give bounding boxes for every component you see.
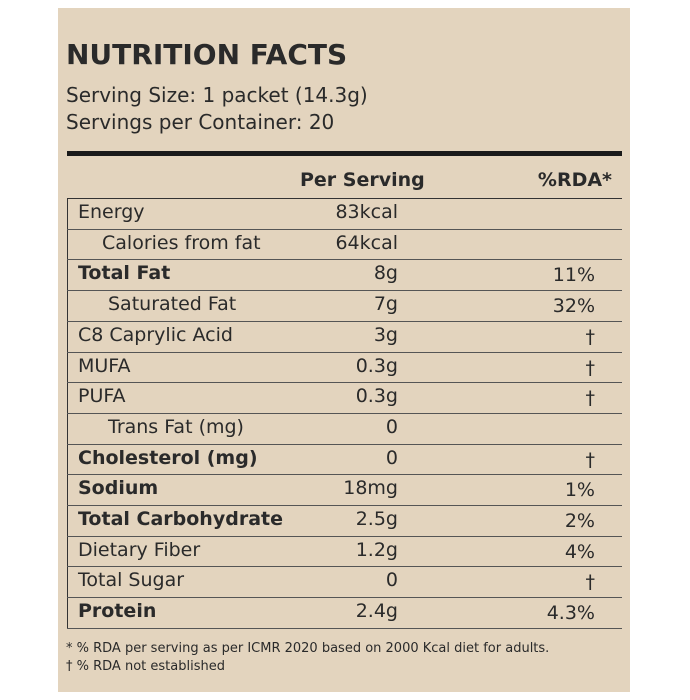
- column-header: %RDA*: [537, 169, 612, 191]
- row-rule: [67, 535, 622, 537]
- per-serving: 0: [385, 569, 398, 592]
- nutrient-name: Total Fat: [78, 262, 171, 285]
- per-serving: 8g: [373, 262, 398, 285]
- row-rule: [67, 259, 622, 261]
- label-panel: [58, 8, 630, 692]
- per-serving: 3g: [373, 323, 398, 346]
- title: NUTRITION FACTS: [66, 38, 348, 71]
- footnote: * % RDA per serving as per ICMR 2020 bas…: [66, 641, 550, 656]
- row-rule: [67, 597, 622, 599]
- nutrient-name: C8 Caprylic Acid: [78, 323, 233, 346]
- rda: †: [585, 387, 596, 410]
- per-serving: 0.3g: [355, 385, 398, 408]
- rda: 2%: [564, 510, 595, 532]
- nutrient-name: Saturated Fat: [108, 293, 237, 316]
- nutrient-name: Total Sugar: [78, 569, 185, 592]
- row-rule: [67, 382, 622, 384]
- nutrient-name: Cholesterol (mg): [78, 446, 258, 469]
- nutrient-name: Sodium: [78, 477, 159, 500]
- nutrient-name: Dietary Fiber: [78, 538, 201, 561]
- rda: †: [585, 356, 596, 379]
- thick-rule: [67, 151, 622, 156]
- servings-per-container: Servings per Container: 20: [66, 110, 335, 134]
- per-serving: 2.5g: [355, 508, 398, 530]
- per-serving: 2.4g: [355, 600, 398, 623]
- nutrient-name: Total Carbohydrate: [78, 508, 283, 530]
- per-serving: 64kcal: [335, 231, 398, 254]
- nutrient-name: Trans Fat (mg): [108, 415, 244, 438]
- column-header: Per Serving: [300, 169, 425, 191]
- per-serving: 7g: [373, 293, 398, 316]
- rda: †: [585, 448, 596, 471]
- per-serving: 0: [385, 415, 398, 438]
- nutrient-name: Energy: [78, 201, 145, 223]
- nutrient-name: Calories from fat: [102, 231, 261, 254]
- rda: 1%: [564, 479, 595, 502]
- per-serving: 1.2g: [355, 538, 398, 561]
- rda: 4%: [564, 540, 595, 563]
- rda: 11%: [552, 264, 595, 287]
- nutrient-name: Protein: [78, 600, 157, 623]
- per-serving: 0.3g: [355, 354, 398, 377]
- rule: [67, 198, 622, 199]
- per-serving: 83kcal: [335, 201, 398, 223]
- nutrient-name: PUFA: [78, 385, 126, 408]
- row-rule: [67, 228, 622, 230]
- per-serving: 0: [385, 446, 398, 469]
- nutrient-name: MUFA: [78, 354, 131, 377]
- row-rule: [67, 474, 622, 476]
- row-rule: [67, 320, 622, 322]
- row-rule: [67, 627, 622, 629]
- per-serving: 18mg: [343, 477, 398, 500]
- footnote: † % RDA not established: [66, 659, 225, 674]
- row-rule: [67, 443, 622, 445]
- row-rule: [67, 412, 622, 414]
- row-rule: [67, 351, 622, 353]
- rda: †: [585, 571, 596, 594]
- rda: †: [585, 325, 596, 348]
- row-rule: [67, 566, 622, 568]
- rda: 4.3%: [546, 602, 595, 625]
- serving-size: Serving Size: 1 packet (14.3g): [66, 83, 368, 107]
- row-rule: [67, 505, 622, 506]
- row-rule: [67, 290, 622, 292]
- rda: 32%: [552, 295, 595, 318]
